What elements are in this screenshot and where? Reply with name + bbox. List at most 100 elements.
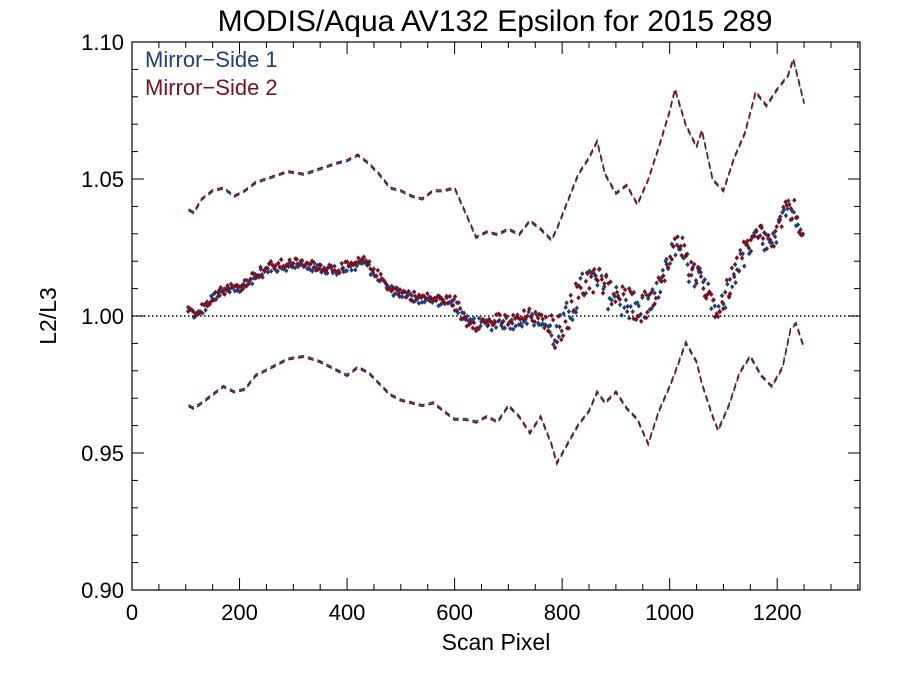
point-mirror-side-2 (193, 313, 198, 319)
point-mirror-side-2 (248, 276, 253, 282)
point-mirror-side-1 (509, 317, 514, 323)
point-mirror-side-2 (439, 296, 444, 302)
point-mirror-side-1 (599, 273, 604, 279)
point-mirror-side-1 (360, 260, 365, 266)
point-mirror-side-2 (520, 315, 525, 321)
point-mirror-side-2 (704, 295, 709, 301)
point-mirror-side-2 (659, 278, 664, 285)
point-mirror-side-2 (533, 309, 538, 315)
point-mirror-side-2 (202, 302, 207, 308)
point-mirror-side-1 (769, 240, 774, 246)
point-mirror-side-1 (576, 283, 581, 289)
point-mirror-side-2 (270, 262, 275, 268)
point-mirror-side-2 (187, 306, 193, 312)
y-tick-label: 1.00 (81, 304, 124, 329)
point-mirror-side-2 (217, 292, 222, 299)
point-mirror-side-2 (488, 319, 494, 325)
point-mirror-side-2 (616, 294, 621, 301)
point-mirror-side-1 (215, 294, 220, 300)
point-mirror-side-1 (740, 251, 745, 257)
y-tick-label: 1.10 (81, 30, 124, 55)
upper-envelope-ms1 (188, 57, 805, 243)
point-mirror-side-2 (698, 273, 704, 280)
point-mirror-side-1 (332, 263, 337, 269)
point-mirror-side-2 (543, 314, 549, 320)
point-mirror-side-2 (787, 202, 792, 208)
point-mirror-side-2 (710, 297, 716, 303)
point-mirror-side-1 (595, 282, 600, 288)
point-mirror-side-2 (764, 246, 769, 252)
point-mirror-side-1 (205, 299, 210, 305)
point-mirror-side-2 (743, 242, 749, 248)
point-mirror-side-1 (235, 287, 240, 293)
point-mirror-side-2 (220, 288, 226, 294)
x-tick-label: 1200 (753, 600, 802, 625)
point-mirror-side-1 (578, 275, 583, 281)
point-mirror-side-1 (654, 280, 659, 286)
point-mirror-side-1 (622, 305, 627, 311)
point-mirror-side-2 (444, 293, 449, 299)
point-mirror-side-2 (760, 235, 766, 242)
point-mirror-side-2 (639, 318, 644, 324)
point-mirror-side-1 (371, 266, 376, 272)
point-mirror-side-1 (524, 321, 530, 327)
point-mirror-side-2 (361, 254, 366, 260)
point-mirror-side-2 (746, 245, 751, 251)
point-mirror-side-2 (199, 301, 205, 307)
point-mirror-side-2 (337, 269, 342, 276)
point-mirror-side-2 (481, 317, 487, 323)
point-mirror-side-2 (385, 286, 390, 292)
point-mirror-side-2 (518, 316, 523, 322)
point-mirror-side-2 (661, 273, 666, 279)
point-mirror-side-2 (367, 259, 372, 265)
x-tick-label: 800 (544, 600, 581, 625)
point-mirror-side-1 (566, 308, 572, 315)
point-mirror-side-1 (664, 256, 669, 262)
point-mirror-side-2 (449, 302, 455, 309)
point-mirror-side-1 (767, 239, 772, 245)
point-mirror-side-2 (571, 307, 576, 313)
point-mirror-side-2 (213, 289, 218, 295)
point-mirror-side-1 (275, 268, 280, 274)
point-mirror-side-2 (339, 260, 344, 267)
tick-labels: 0 200 400 600 800 1000 1200 0.90 0.95 1.00 1.05 1.1… (81, 30, 802, 625)
point-mirror-side-2 (349, 260, 354, 266)
point-mirror-side-1 (549, 332, 554, 338)
point-mirror-side-1 (502, 325, 507, 331)
point-mirror-side-2 (311, 264, 316, 271)
point-mirror-side-1 (497, 317, 502, 323)
point-mirror-side-2 (286, 263, 291, 270)
point-mirror-side-2 (573, 281, 578, 287)
point-mirror-side-2 (535, 315, 541, 321)
point-mirror-side-2 (384, 281, 389, 287)
point-mirror-side-1 (518, 321, 523, 327)
point-mirror-side-2 (492, 320, 497, 326)
point-mirror-side-1 (476, 315, 482, 321)
point-mirror-side-1 (211, 291, 217, 297)
point-mirror-side-2 (284, 262, 289, 268)
point-mirror-side-2 (595, 278, 600, 284)
x-tick-label: 600 (436, 600, 473, 625)
point-mirror-side-2 (748, 237, 753, 243)
point-mirror-side-1 (221, 290, 226, 296)
y-axis-label: L2/L3 (35, 287, 61, 345)
point-mirror-side-2 (258, 264, 263, 270)
point-mirror-side-1 (465, 313, 470, 319)
point-mirror-side-2 (729, 265, 734, 271)
point-mirror-side-2 (476, 326, 481, 332)
data-points (186, 197, 806, 351)
point-mirror-side-2 (773, 228, 778, 234)
point-mirror-side-1 (652, 290, 657, 296)
point-mirror-side-1 (760, 241, 765, 247)
envelope-lines (188, 55, 805, 466)
point-mirror-side-1 (232, 288, 237, 294)
point-mirror-side-2 (291, 260, 296, 266)
point-mirror-side-2 (215, 289, 221, 295)
point-mirror-side-1 (627, 315, 632, 321)
point-mirror-side-2 (563, 318, 568, 325)
point-mirror-side-2 (234, 282, 240, 288)
point-mirror-side-1 (701, 279, 706, 285)
point-mirror-side-2 (739, 255, 745, 261)
point-mirror-side-2 (380, 277, 386, 283)
point-mirror-side-2 (788, 205, 794, 212)
